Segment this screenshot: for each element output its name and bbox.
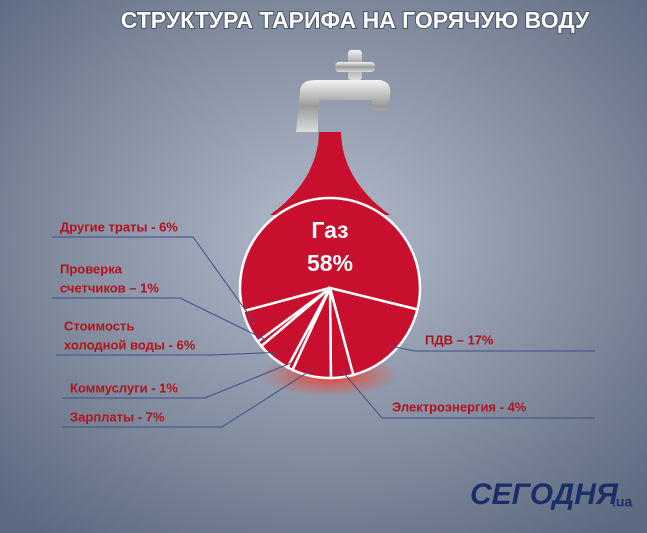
- pie-slice: [241, 286, 331, 344]
- leader-line: [389, 345, 595, 352]
- logo-domain: .ua: [612, 494, 632, 510]
- slice-label: Другие траты - 6%: [60, 219, 178, 234]
- pie-slice: [328, 286, 419, 377]
- leader-line: [52, 236, 256, 325]
- slice-label: Стоимость: [64, 318, 134, 333]
- drop-tip: [270, 132, 390, 215]
- slice-label: ПДВ – 17%: [425, 332, 494, 347]
- slice-label: счетчиков – 1%: [60, 280, 159, 295]
- faucet: [296, 50, 391, 132]
- pie: [238, 196, 422, 380]
- leader-line: [62, 368, 314, 428]
- slice-label: Проверка: [60, 261, 123, 276]
- logo: СЕГОДНЯ: [470, 478, 619, 511]
- slice-label: Электроэнергия - 4%: [392, 399, 527, 414]
- slice-label: холодной воды - 6%: [64, 337, 196, 352]
- pie-slice: [238, 196, 422, 313]
- leader-line: [56, 351, 278, 356]
- slice-label: Коммуслуги - 1%: [70, 380, 178, 395]
- chart-title: СТРУКТУРА ТАРИФА НА ГОРЯЧУЮ ВОДУ: [121, 7, 590, 33]
- leader-line: [340, 369, 595, 419]
- slice-label: 58%: [307, 250, 353, 276]
- leader-line: [52, 297, 266, 340]
- slice-label: Зарплаты - 7%: [70, 409, 165, 424]
- leader-line: [62, 361, 294, 399]
- slice-label: Газ: [311, 217, 348, 243]
